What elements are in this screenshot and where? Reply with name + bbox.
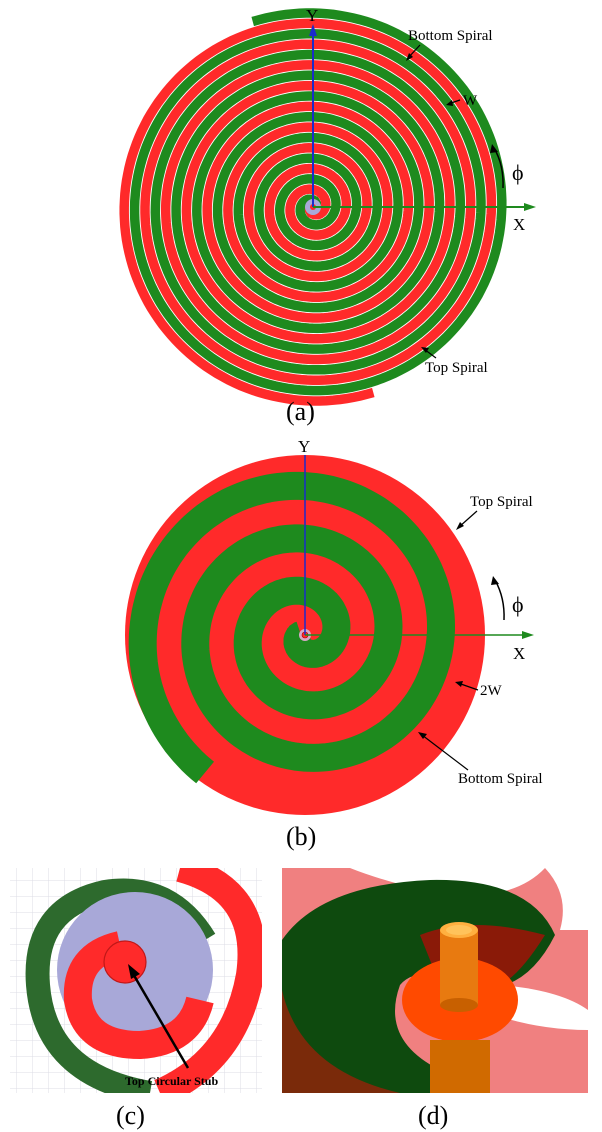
panel-b-bottom-spiral: [128, 471, 455, 784]
panel-b-y-label: Y: [298, 437, 310, 456]
panel-d-feed-stem: [430, 1040, 490, 1093]
panel-c: Top Circular Stub (c): [10, 868, 262, 1130]
panel-b-angle-arc: [494, 579, 505, 621]
panel-b-bottom-spiral-label: Bottom Spiral: [458, 771, 543, 787]
panel-d: (d): [282, 868, 588, 1130]
panel-a-x-arrowhead: [524, 203, 536, 211]
panel-a-width-pointer-head: [446, 100, 453, 106]
panel-b-angle-label: ϕ: [512, 592, 524, 617]
panel-a-bottom-spiral-pointer-head: [406, 53, 413, 61]
panel-d-caption: (d): [418, 1101, 448, 1130]
panel-c-caption: (c): [116, 1101, 145, 1130]
panel-b-x-label: X: [513, 644, 525, 663]
panel-a-y-label: Y: [306, 6, 318, 25]
panel-a-bottom-spiral: [129, 8, 507, 396]
panel-c-stub-pointer-head: [128, 964, 140, 979]
panel-b-bottom-spiral-pointer: [421, 734, 469, 771]
panel-b-width-pointer-head: [455, 681, 463, 687]
panel-c-inner-red-arm: [63, 931, 214, 1060]
panel-b-width-label: 2W: [480, 683, 503, 699]
panel-b-top-spiral-label: Top Spiral: [470, 494, 533, 510]
panel-a-y-arrowhead: [309, 24, 317, 36]
panel-b-angle-arrowhead: [491, 576, 499, 585]
panel-c-top-circular-stub: [103, 940, 147, 984]
panel-d-feed-cylinder: [440, 930, 478, 1005]
panel-d-feed-cylinder-bottom: [440, 998, 478, 1012]
panel-c-stub-pointer: [130, 971, 190, 1069]
panel-a-caption: (a): [286, 397, 315, 426]
panel-a-width-label: W: [463, 93, 478, 109]
panel-a-top-spiral-pointer-head: [421, 347, 429, 353]
panel-b-top-spiral-pointer-head: [456, 522, 464, 530]
panel-d-feed-cylinder-top-texture: [446, 925, 472, 935]
panel-b-caption: (b): [286, 822, 316, 851]
panel-a-x-label: X: [513, 215, 525, 234]
panel-b: Y X Top Spiral ϕ 2W Bottom Spiral (b): [125, 437, 543, 851]
panel-d-brown-overlap: [282, 990, 400, 1093]
panel-a-top-spiral-label: Top Spiral: [425, 360, 488, 376]
panel-c-stub-label: Top Circular Stub: [125, 1074, 218, 1088]
panel-a-angle-label: ϕ: [512, 160, 524, 185]
panel-a-bottom-spiral-label: Bottom Spiral: [408, 28, 493, 44]
panel-d-white-gap-upper-right: [545, 868, 588, 930]
panel-a-angle-arrowhead: [490, 144, 498, 153]
panel-b-x-arrowhead: [522, 631, 534, 639]
panel-a: Y X Bottom Spiral W ϕ Top Spiral (a): [119, 6, 536, 426]
panel-d-white-gap-right: [495, 985, 588, 1030]
panel-c-outer-red-arm: [154, 868, 262, 1093]
panel-b-bottom-spiral-pointer-head: [418, 732, 427, 739]
